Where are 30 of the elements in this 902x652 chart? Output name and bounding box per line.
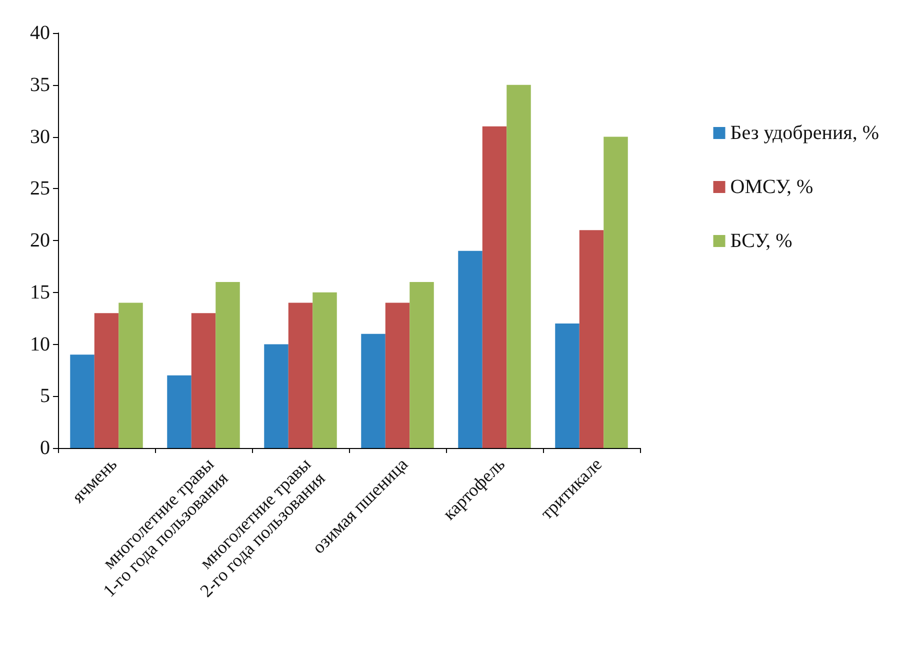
- y-tick-label: 15: [30, 281, 50, 304]
- bar: [70, 354, 94, 448]
- bar: [167, 375, 192, 448]
- y-tick-label: 20: [30, 230, 50, 252]
- bar: [264, 344, 288, 448]
- bar: [118, 302, 143, 448]
- bar: [385, 302, 410, 448]
- legend-label: БСУ, %: [730, 230, 792, 252]
- y-tick-label: 0: [40, 437, 50, 459]
- y-tick-label: 30: [30, 126, 50, 148]
- bar: [482, 126, 507, 448]
- y-tick-label: 40: [30, 22, 50, 44]
- bar: [94, 313, 119, 448]
- bar: [216, 282, 240, 448]
- bar: [604, 136, 628, 448]
- bar: [312, 292, 337, 448]
- bar: [458, 250, 482, 448]
- bar: [361, 334, 386, 448]
- bar: [410, 282, 434, 448]
- bar: [555, 324, 580, 448]
- bar: [579, 230, 604, 448]
- legend-label: Без удобрения, %: [730, 122, 880, 144]
- y-tick-label: 10: [30, 333, 50, 356]
- bar: [288, 302, 313, 448]
- y-tick-label: 35: [30, 74, 50, 96]
- legend-label: ОМСУ, %: [730, 176, 814, 198]
- y-tick-label: 25: [30, 178, 50, 200]
- bar: [191, 313, 216, 448]
- bar: [506, 84, 531, 448]
- y-tick-label: 5: [40, 385, 50, 408]
